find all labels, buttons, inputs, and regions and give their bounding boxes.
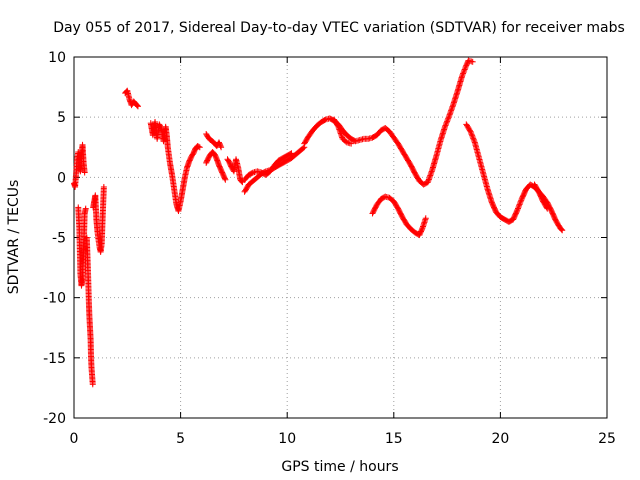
data-point — [81, 169, 88, 176]
x-tick-label: 15 — [385, 431, 403, 447]
x-tick-label: 20 — [491, 431, 509, 447]
x-tick-label: 5 — [176, 431, 185, 447]
chart-title: Day 055 of 2017, Sidereal Day-to-day VTE… — [53, 20, 625, 36]
data-point — [460, 70, 467, 77]
data-point — [468, 129, 475, 136]
data-point — [441, 123, 448, 130]
data-point — [558, 226, 565, 233]
data-point — [196, 144, 203, 151]
data-point — [471, 138, 478, 145]
data-point — [514, 206, 521, 213]
data-point — [444, 117, 451, 124]
data-point — [82, 205, 89, 212]
data-point — [443, 121, 450, 128]
data-point — [469, 58, 476, 65]
data-point — [218, 144, 225, 151]
data-point — [217, 143, 224, 150]
data-point — [467, 128, 474, 135]
data-point — [443, 119, 450, 126]
data-point — [516, 202, 523, 209]
data-point — [288, 150, 295, 157]
axis-ticks — [73, 56, 608, 419]
y-axis-label: SDTVAR / TECUs — [6, 180, 22, 295]
data-point — [513, 208, 520, 215]
data-point — [459, 71, 466, 78]
data-point — [134, 103, 141, 110]
data-point — [460, 69, 467, 76]
y-tick-label: 0 — [57, 170, 66, 186]
data-series-sdtvar — [71, 57, 566, 388]
data-point — [461, 67, 468, 74]
data-point — [516, 201, 523, 208]
data-point — [348, 140, 355, 147]
data-point — [444, 118, 451, 125]
data-point — [544, 205, 551, 212]
x-tick-label: 10 — [278, 431, 296, 447]
y-tick-labels: -20 -15 -10 -5 0 5 10 — [43, 50, 66, 427]
data-point — [287, 150, 294, 157]
data-point — [100, 183, 107, 190]
data-point — [445, 114, 452, 121]
data-point — [419, 226, 426, 233]
data-point — [470, 135, 477, 142]
y-tick-label: -5 — [52, 231, 66, 247]
y-tick-label: -20 — [43, 411, 66, 427]
data-point — [445, 115, 452, 122]
y-tick-label: 10 — [48, 50, 66, 66]
data-point — [221, 175, 228, 182]
plot-frame — [73, 56, 608, 419]
data-point — [462, 63, 469, 70]
y-tick-label: 5 — [57, 110, 66, 126]
data-point — [461, 66, 468, 73]
data-point — [469, 132, 476, 139]
data-point — [515, 204, 522, 211]
data-point — [543, 204, 550, 211]
data-point — [559, 227, 566, 234]
data-point — [459, 73, 466, 80]
data-point — [422, 215, 429, 222]
x-tick-label: 25 — [598, 431, 616, 447]
data-point — [517, 198, 524, 205]
data-point — [517, 200, 524, 207]
data-point — [462, 65, 469, 72]
data-point — [300, 145, 307, 152]
data-point — [518, 197, 525, 204]
y-tick-label: -15 — [43, 351, 66, 367]
data-point — [468, 131, 475, 138]
grid-lines — [74, 57, 607, 418]
x-tick-labels: 0 5 10 15 20 25 — [70, 431, 616, 447]
data-point — [89, 381, 96, 388]
data-point — [469, 134, 476, 141]
data-point — [470, 136, 477, 143]
data-point — [514, 205, 521, 212]
data-point — [334, 122, 341, 129]
data-point — [466, 127, 473, 134]
data-point — [442, 122, 449, 129]
data-point — [222, 176, 229, 183]
data-point — [195, 143, 202, 150]
x-axis-label: GPS time / hours — [281, 459, 398, 475]
x-tick-label: 0 — [70, 431, 79, 447]
data-point — [134, 102, 141, 109]
y-tick-label: -10 — [43, 291, 66, 307]
